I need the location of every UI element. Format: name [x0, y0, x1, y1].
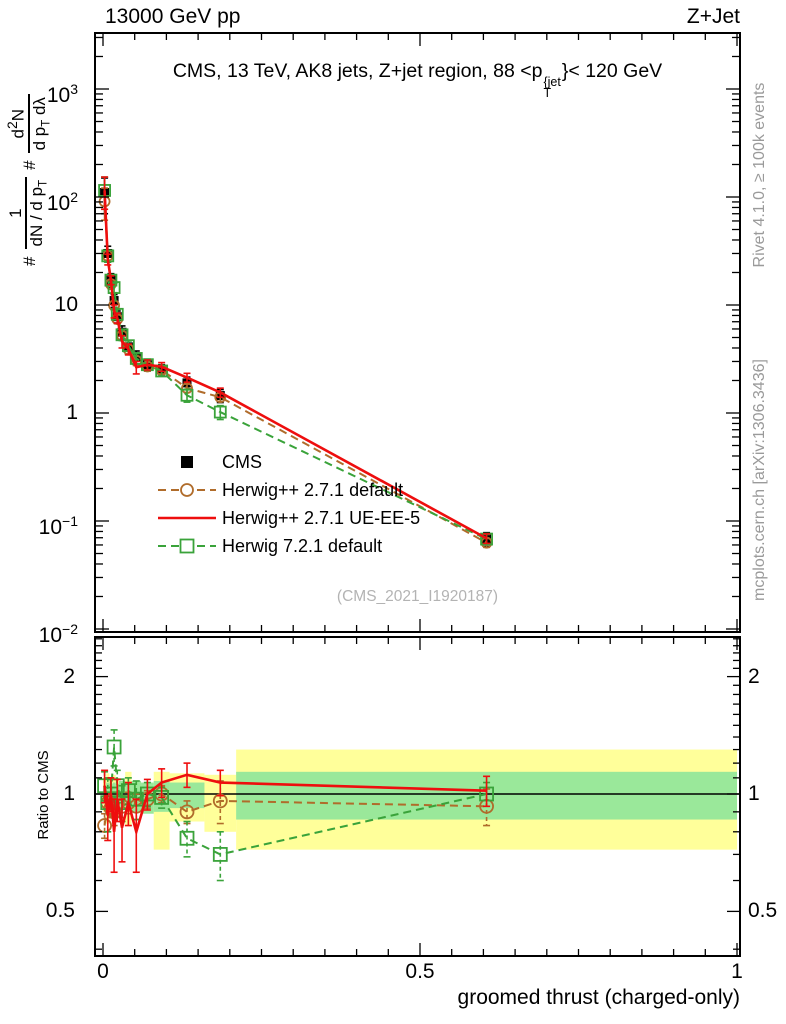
ratio-tick-label-right: 1 [748, 782, 760, 805]
y-axis-tick-label: 10 [54, 293, 78, 316]
legend-marker-herwig-default [180, 483, 194, 497]
y-axis-tick-label: 10−1 [38, 513, 78, 539]
legend-marker-herwig7 [179, 538, 195, 554]
legend-label-herwig7: Herwig 7.2.1 default [222, 536, 383, 556]
analysis-id-watermark: (CMS_2021_I1920187) [336, 588, 499, 605]
ratio-tick-label-left: 0.5 [45, 899, 75, 923]
x-axis-tick-label: 0 [97, 960, 109, 983]
marker-open-square [180, 388, 194, 402]
y-axis-tick-label: 1 [66, 401, 78, 424]
legend-label-herwig-ueee5: Herwig++ 2.7.1 UE-EE-5 [222, 508, 421, 528]
marker-open-square [212, 847, 228, 862]
hash-symbol: # [20, 256, 39, 266]
legend-label-cms: CMS [222, 452, 262, 472]
hash-symbol: # [20, 160, 39, 170]
marker-open-circle [179, 804, 195, 820]
rivet-version-note: Rivet 4.1.0, ≥ 100k events [751, 82, 768, 268]
ratio-tick-label-left: 2 [63, 664, 75, 688]
marker-open-square [213, 405, 227, 419]
legend-label-herwig-default: Herwig++ 2.7.1 default [222, 480, 404, 500]
x-axis-tick-label: 1 [731, 960, 743, 983]
x-axis-title: groomed thrust (charged-only) [457, 986, 740, 1009]
ratio-tick-label-right: 0.5 [748, 899, 778, 923]
marker-open-square [107, 281, 121, 294]
mcplots-attribution: mcplots.cern.ch [arXiv:1306.3436] [751, 359, 768, 601]
analysis-title-text: CMS, 13 TeV, AK8 jets, Z+jet region, 88 … [172, 60, 543, 82]
process-label: Z+Jet [686, 5, 740, 28]
pt-jet-supsub: {jet T [543, 75, 561, 100]
marker-open-square [179, 830, 195, 846]
marker-open-square [106, 739, 122, 755]
x-axis-tick-label: 0.5 [405, 960, 435, 983]
y-axis-tick-label: 102 [46, 189, 78, 215]
ratio-tick-label-left: 1 [63, 782, 75, 805]
y-axis-tick-label: 103 [46, 81, 78, 107]
ratio-frame [94, 636, 741, 957]
analysis-title: CMS, 13 TeV, AK8 jets, Z+jet region, 88 … [172, 60, 663, 100]
main-frame [94, 32, 741, 633]
legend-marker-cms [181, 456, 193, 468]
beam-energy-label: 13000 GeV pp [105, 5, 241, 28]
ratio-tick-label-right: 2 [748, 664, 760, 688]
y-axis-tick-label: 10−2 [38, 621, 78, 647]
